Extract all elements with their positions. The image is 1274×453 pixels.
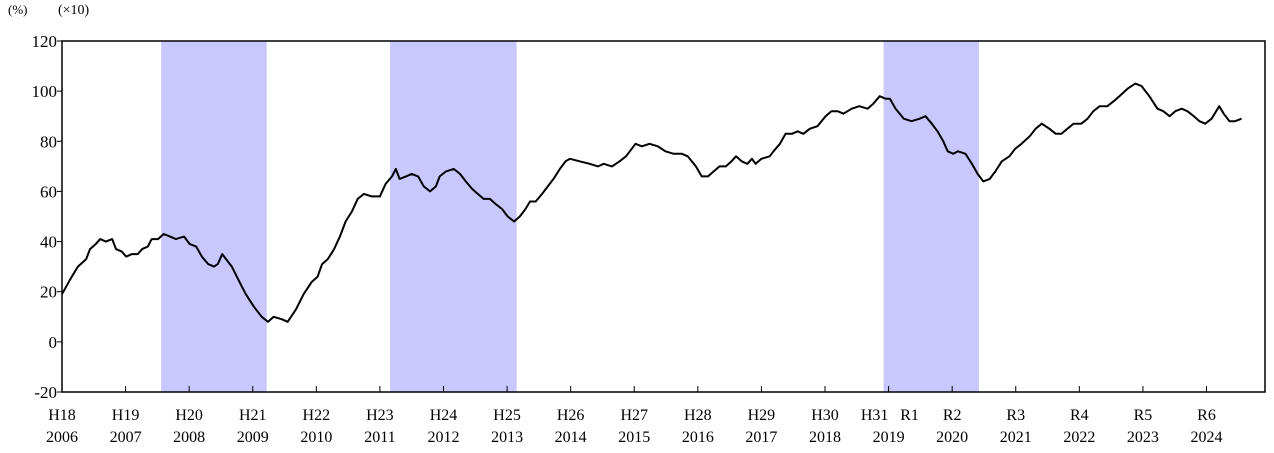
x-tick-label: 2009	[237, 429, 269, 446]
era-label: R5	[1134, 407, 1153, 424]
era-label: H20	[175, 407, 203, 424]
x-tick-label: 2023	[1127, 429, 1159, 446]
x-tick-label: 2018	[809, 429, 841, 446]
plot-frame	[61, 40, 1266, 393]
y-tick-label: 100	[32, 82, 58, 101]
x-tick-label: 2017	[745, 429, 777, 446]
x-tick-label: 2022	[1063, 429, 1095, 446]
data-line	[61, 82, 1242, 323]
x-tick-label: 2019	[873, 429, 905, 446]
era-label: R6	[1197, 407, 1216, 424]
y-unit-label: (%)	[8, 2, 28, 17]
y-tick-label: 60	[40, 182, 57, 201]
y-tick-label: 0	[49, 333, 58, 352]
y-tick-label: 40	[40, 233, 57, 252]
x-tick-label: 2021	[1000, 429, 1032, 446]
era-label: R3	[1006, 407, 1025, 424]
x-tick-label: 2012	[428, 429, 460, 446]
era-label: H30	[811, 407, 839, 424]
era-label: H21	[239, 407, 267, 424]
y-tick-label: -20	[34, 383, 57, 402]
era-label: H28	[684, 407, 712, 424]
era-label: H31	[861, 407, 889, 424]
x-tick-label: 2007	[110, 429, 142, 446]
era-label: H25	[493, 407, 521, 424]
x-tick-label: 2014	[555, 429, 587, 446]
x-tick-label: 2010	[300, 429, 332, 446]
y-unit-label: (×10)	[58, 3, 90, 18]
era-label: H27	[620, 407, 648, 424]
era-label: H29	[748, 407, 776, 424]
x-tick-label: 2011	[364, 429, 395, 446]
era-label: H26	[557, 407, 585, 424]
shaded-period	[390, 41, 517, 392]
shaded-period	[161, 41, 267, 392]
x-tick-label: 2016	[682, 429, 714, 446]
era-label: R2	[943, 407, 962, 424]
era-label: R1	[900, 407, 919, 424]
x-tick-label: 2015	[618, 429, 650, 446]
x-tick-label: 2006	[46, 429, 78, 446]
x-tick-label: 2013	[491, 429, 523, 446]
y-tick-label: 20	[40, 283, 57, 302]
era-label: H24	[430, 407, 458, 424]
x-tick-label: 2008	[173, 429, 205, 446]
era-label: H18	[48, 407, 76, 424]
y-tick-label: 80	[40, 132, 57, 151]
era-label: H23	[366, 407, 394, 424]
y-tick-label: 120	[32, 32, 58, 51]
era-label: H19	[112, 407, 140, 424]
x-tick-label: 2024	[1191, 429, 1223, 446]
era-label: H22	[303, 407, 331, 424]
x-tick-label: 2020	[936, 429, 968, 446]
era-label: R4	[1070, 407, 1089, 424]
shaded-period	[883, 41, 979, 392]
